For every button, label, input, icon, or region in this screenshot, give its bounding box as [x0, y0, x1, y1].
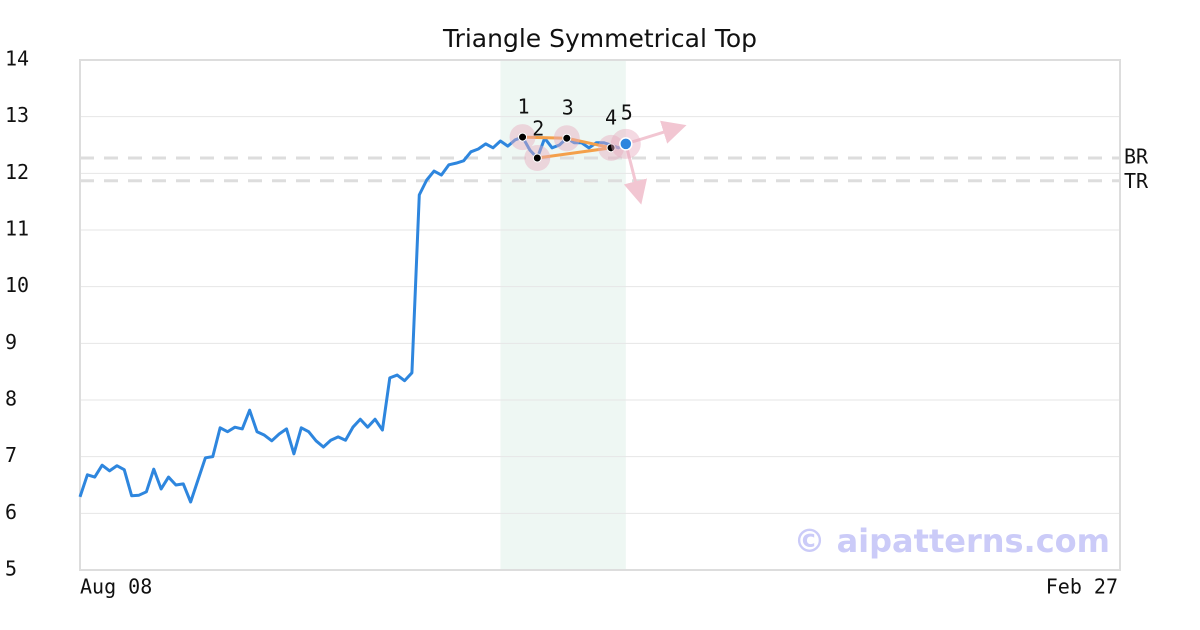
pattern-label: 2 — [532, 117, 544, 141]
pattern-label: 3 — [562, 96, 574, 120]
pattern-line — [566, 136, 612, 150]
pattern-point — [606, 143, 616, 153]
x-tick-label: Aug 08 — [80, 575, 152, 599]
x-tick-label: Feb 27 — [1046, 575, 1118, 599]
y-tick-label: 7 — [5, 443, 17, 467]
y-tick-label: 12 — [5, 160, 29, 184]
y-tick-label: 10 — [5, 273, 29, 297]
pattern-label: 5 — [621, 100, 633, 124]
pattern-point — [619, 137, 633, 151]
y-tick-label: 8 — [5, 387, 17, 411]
pattern-point — [532, 153, 542, 163]
watermark: © aipatterns.com — [793, 522, 1110, 560]
y-tick-label: 14 — [5, 47, 29, 71]
pattern-label: 1 — [518, 95, 530, 119]
pattern-label: 4 — [605, 105, 617, 129]
pattern-line — [537, 146, 612, 160]
chart-title: Triangle Symmetrical Top — [442, 24, 757, 53]
y-tick-label: 6 — [5, 500, 17, 524]
arrow — [625, 120, 687, 146]
plot-border — [79, 59, 1121, 571]
y-tick-label: 5 — [5, 557, 17, 581]
y-tick-label: 9 — [5, 330, 17, 354]
reference-label: TR — [1124, 169, 1149, 193]
pattern-point — [518, 132, 528, 142]
pattern-point — [562, 133, 572, 143]
reference-label: BR — [1124, 145, 1149, 169]
y-tick-label: 13 — [5, 103, 29, 127]
y-tick-label: 11 — [5, 217, 29, 241]
arrow — [623, 143, 648, 205]
pattern-line — [522, 135, 567, 140]
